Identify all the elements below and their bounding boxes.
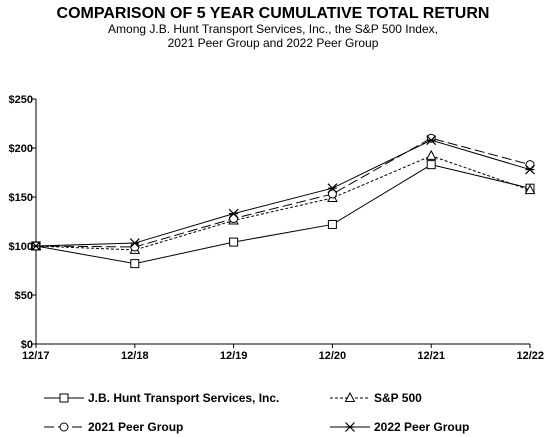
y-tick-label: $100 — [9, 241, 33, 253]
data-point — [31, 241, 41, 251]
legend-marker — [59, 393, 69, 403]
legend-marker — [344, 391, 356, 402]
data-point — [229, 214, 239, 224]
data-point — [229, 237, 239, 247]
legend-label: S&P 500 — [374, 391, 422, 405]
series-4 — [31, 135, 535, 251]
legend-item: 2022 Peer Group — [330, 420, 469, 434]
y-tick-label: $0 — [21, 339, 33, 351]
series-2 — [30, 149, 536, 254]
legend-label: 2022 Peer Group — [374, 420, 469, 434]
x-tick-label: 12/17 — [22, 350, 50, 362]
series-lines — [30, 133, 536, 269]
y-tick-label: $50 — [15, 290, 33, 302]
series-1 — [31, 160, 535, 269]
data-point — [425, 149, 437, 160]
x-tick-label: 12/19 — [220, 350, 248, 362]
data-point — [525, 164, 535, 175]
y-tick-label: $200 — [9, 143, 33, 155]
chart-subtitle-line-1: Among J.B. Hunt Transport Services, Inc.… — [108, 22, 438, 36]
data-point — [327, 183, 338, 194]
legend: J.B. Hunt Transport Services, Inc. S&P 50… — [44, 391, 469, 434]
x-tick-label: 12/22 — [516, 350, 544, 362]
chart-title: COMPARISON OF 5 YEAR CUMULATIVE TOTAL RE… — [57, 5, 490, 22]
legend-item: S&P 500 — [330, 391, 422, 405]
data-point — [524, 184, 536, 195]
legend-item: J.B. Hunt Transport Services, Inc. — [44, 391, 279, 405]
x-tick-label: 12/21 — [417, 350, 445, 362]
data-point — [426, 160, 436, 170]
y-axis-labels: $0 $50 $100 $150 $200 $250 — [9, 94, 33, 351]
data-point — [129, 238, 140, 248]
legend-label: J.B. Hunt Transport Services, Inc. — [88, 391, 279, 405]
x-axis-labels: 12/17 12/18 12/19 12/20 12/21 12/22 — [22, 350, 544, 362]
series-line — [35, 164, 531, 265]
chart-subtitle-line-2: 2021 Peer Group and 2022 Peer Group — [168, 36, 379, 50]
data-point — [426, 135, 437, 146]
series-line — [35, 155, 531, 251]
series-line — [35, 139, 531, 247]
x-tick-label: 12/20 — [319, 350, 347, 362]
series-line — [35, 137, 531, 248]
data-point — [130, 242, 140, 252]
axes — [32, 98, 531, 348]
legend-item: 2021 Peer Group — [44, 420, 183, 434]
legend-marker — [59, 422, 69, 432]
y-tick-label: $150 — [9, 192, 33, 204]
data-point — [525, 160, 535, 170]
data-point — [327, 189, 337, 199]
data-point — [327, 219, 337, 229]
legend-label: 2021 Peer Group — [88, 420, 183, 434]
legend-marker — [345, 422, 355, 432]
data-point — [130, 259, 140, 269]
x-tick-label: 12/18 — [121, 350, 149, 362]
data-point — [228, 208, 239, 219]
y-tick-label: $250 — [9, 94, 33, 106]
